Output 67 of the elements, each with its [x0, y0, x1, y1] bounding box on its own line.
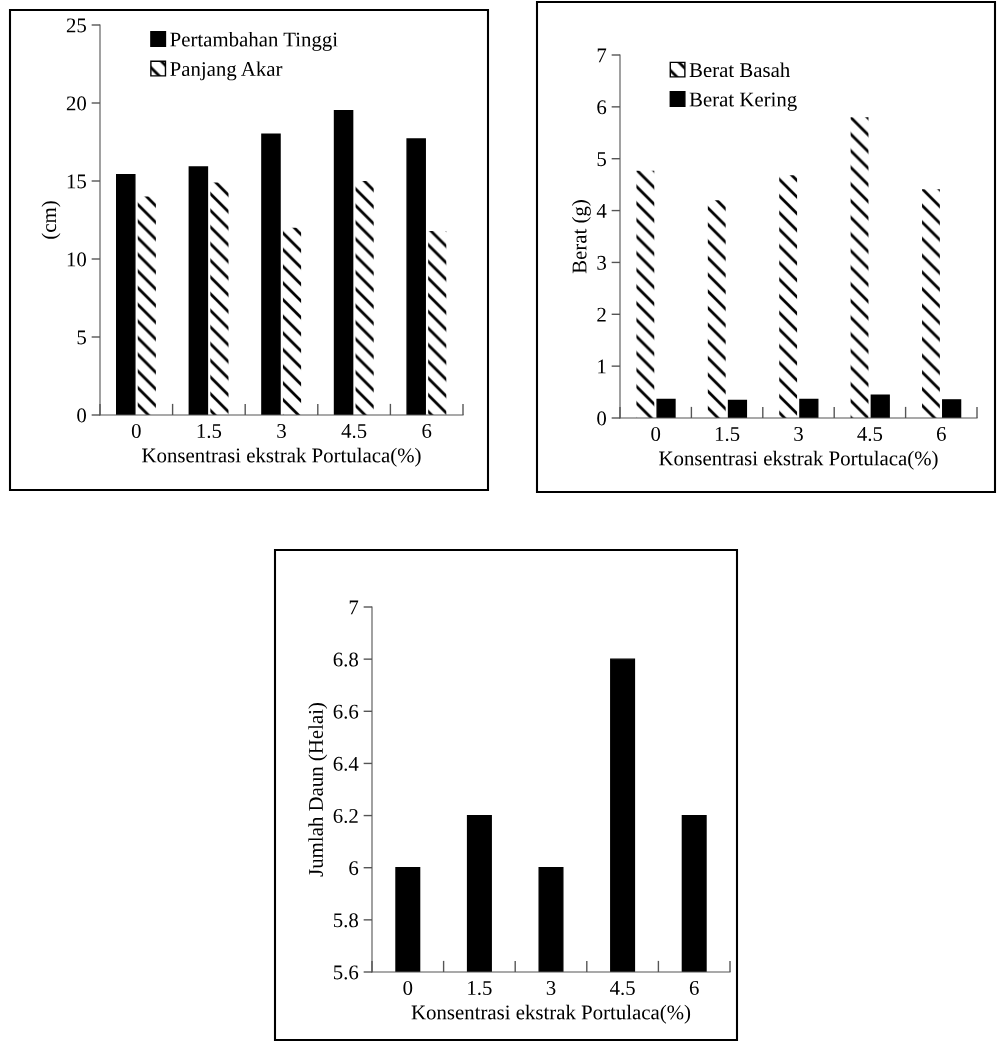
y-tick-label: 6.4	[333, 756, 359, 771]
y-tick-label: 7	[349, 600, 359, 615]
y-tick-label: 0	[77, 408, 87, 423]
x-axis-title: Konsentrasi ekstrak Portulaca(%)	[411, 1004, 691, 1024]
y-tick-label: 5.6	[333, 965, 359, 980]
x-tick-label: 1.5	[715, 427, 740, 442]
bar	[116, 174, 136, 415]
x-tick-label: 6	[422, 423, 432, 438]
bar	[428, 230, 447, 415]
y-tick-label: 6	[349, 861, 359, 876]
bar	[636, 170, 655, 418]
bar	[656, 398, 676, 418]
bar	[707, 200, 726, 418]
x-tick-label: 6	[936, 426, 946, 441]
y-tick-label: 7	[597, 48, 607, 63]
y-axis-title: Berat (g)	[571, 200, 591, 274]
y-tick-label: 5.8	[333, 913, 359, 928]
y-tick-label: 6.6	[333, 704, 359, 719]
x-tick-label: 0	[651, 426, 661, 441]
x-tick-label: 3	[794, 426, 803, 441]
x-tick-label: 3	[546, 980, 556, 995]
bar	[210, 182, 229, 415]
y-tick-label: 6.8	[333, 652, 359, 667]
legend-label: Panjang Akar	[170, 61, 283, 81]
x-tick-label: 4.5	[609, 981, 635, 996]
x-tick-label: 4.5	[341, 424, 367, 439]
y-tick-label: 6	[597, 100, 607, 115]
x-tick-label: 6	[689, 980, 699, 995]
bar	[942, 399, 962, 418]
y-tick-label: 2	[597, 307, 606, 322]
bar	[727, 399, 748, 418]
y-axis-title: Jumlah Daun (Helai)	[308, 703, 328, 877]
bar	[799, 398, 819, 418]
y-tick-label: 6.2	[333, 809, 358, 824]
bar	[282, 227, 302, 415]
y-tick-label: 4	[596, 204, 607, 218]
x-tick-label: 3	[277, 423, 286, 438]
bar	[850, 117, 869, 418]
y-tick-label: 3	[597, 255, 606, 270]
bar	[406, 138, 426, 415]
legend-label: Pertambahan Tinggi	[170, 31, 338, 51]
bar	[870, 394, 890, 418]
x-tick-label: 1.5	[197, 424, 222, 439]
y-tick-label: 10	[67, 252, 87, 267]
bar	[355, 181, 374, 415]
bar	[922, 189, 940, 418]
x-tick-label: 0	[131, 423, 141, 438]
x-axis-title: Konsentrasi ekstrak Portulaca(%)	[659, 450, 938, 470]
y-tick-label: 20	[66, 96, 87, 111]
x-tick-label: 1.5	[468, 981, 492, 996]
x-axis-title: Konsentrasi ekstrak Portulaca(%)	[142, 447, 421, 467]
y-axis-title: (cm)	[41, 201, 61, 239]
bar	[137, 196, 156, 415]
y-tick-label: 5	[77, 330, 86, 345]
bar	[261, 133, 281, 415]
y-tick-label: 15	[67, 174, 86, 189]
bar	[333, 110, 354, 415]
bar	[188, 166, 209, 415]
y-tick-label: 25	[66, 18, 86, 33]
y-tick-label: 1	[598, 359, 606, 374]
x-tick-label: 0	[403, 980, 413, 995]
legend-label: Berat Basah	[689, 62, 790, 78]
y-tick-label: 5	[597, 152, 606, 167]
bar	[779, 175, 798, 418]
y-tick-label: 0	[597, 411, 607, 426]
x-tick-label: 4.5	[857, 427, 883, 442]
legend-label: Berat Kering	[689, 92, 797, 111]
